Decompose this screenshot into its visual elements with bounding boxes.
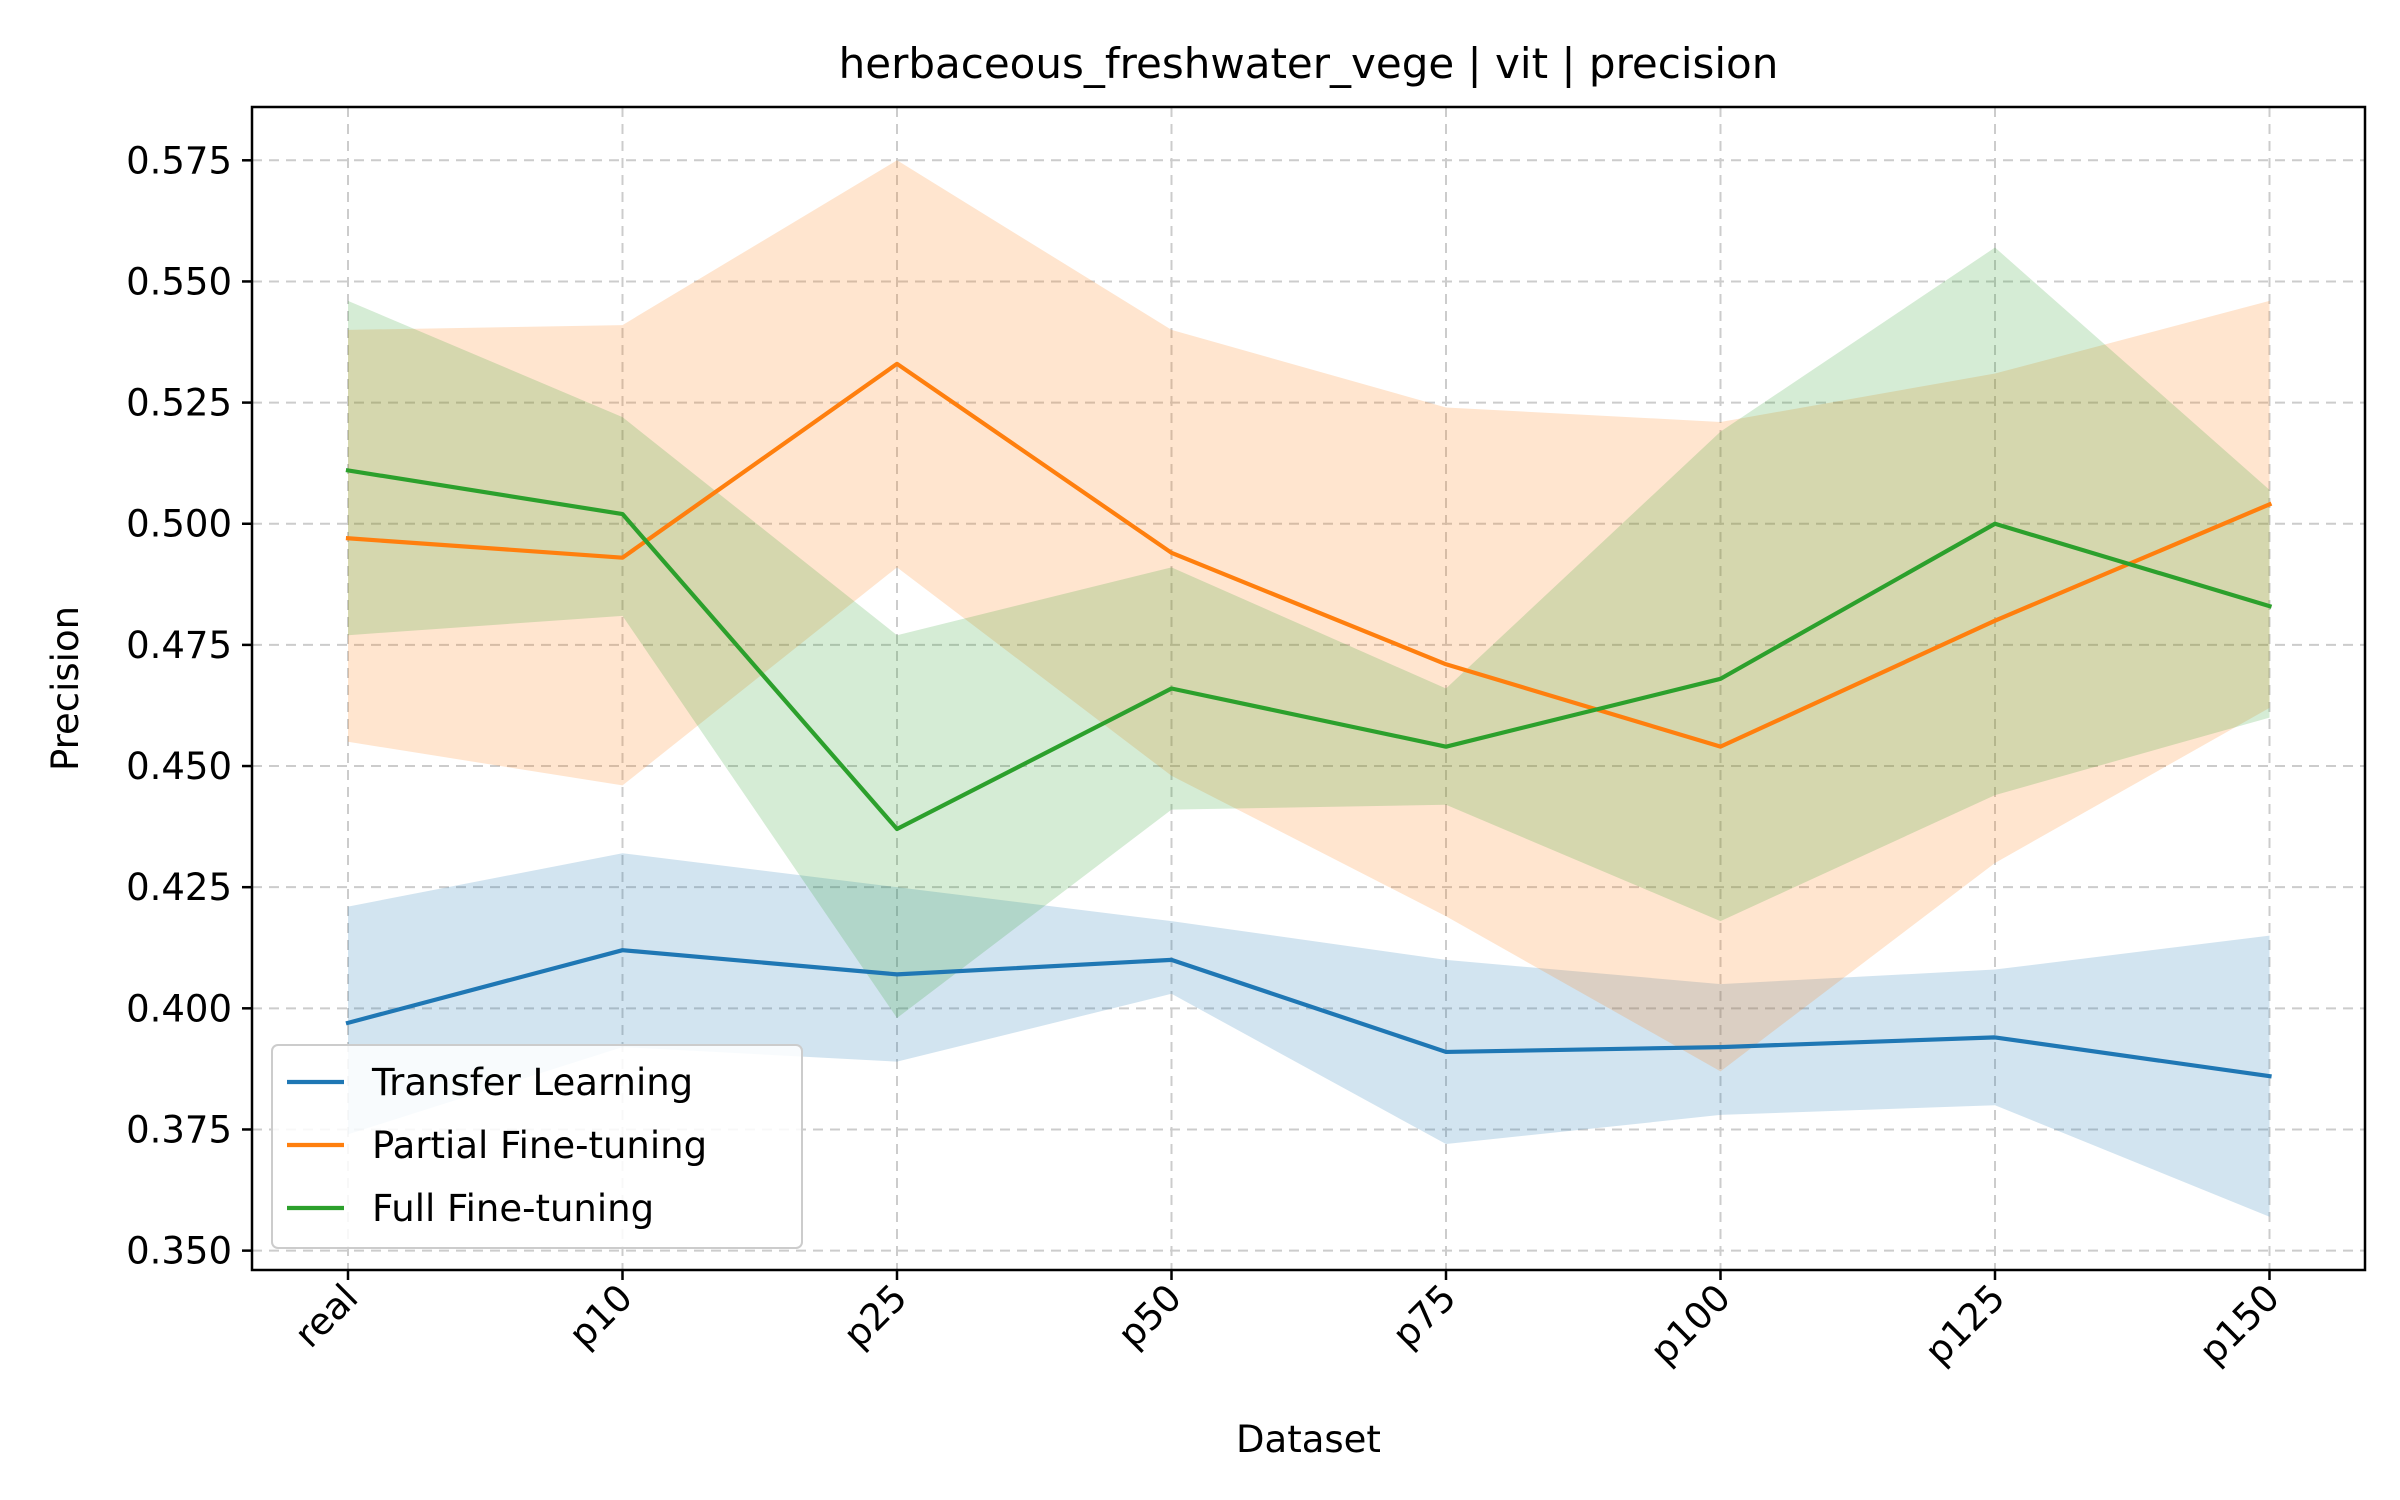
y-tick-label: 0.450 bbox=[126, 745, 232, 788]
y-tick-label: 0.475 bbox=[126, 624, 232, 667]
x-axis-title: Dataset bbox=[1236, 1418, 1381, 1461]
series-lines bbox=[345, 361, 2273, 1079]
series-line bbox=[345, 468, 2273, 832]
legend: Transfer Learning Partial Fine-tuning Full… bbox=[271, 1044, 803, 1249]
confidence-band bbox=[348, 160, 2270, 1072]
legend-label: Transfer Learning bbox=[371, 1061, 693, 1104]
y-tick-label: 0.350 bbox=[126, 1230, 232, 1273]
legend-label: Full Fine-tuning bbox=[372, 1187, 654, 1230]
chart-title: herbaceous_freshwater_vege | vit | preci… bbox=[839, 39, 1779, 88]
gridlines bbox=[252, 107, 2365, 1270]
y-tick-label: 0.550 bbox=[126, 260, 232, 303]
y-tick-label: 0.500 bbox=[126, 503, 232, 546]
y-axis-title: Precision bbox=[44, 606, 87, 771]
y-tick-label: 0.375 bbox=[126, 1108, 232, 1151]
y-tick-label: 0.575 bbox=[126, 139, 232, 182]
confidence-band bbox=[348, 853, 2270, 1217]
confidence-bands bbox=[348, 160, 2270, 1217]
plot-frame bbox=[250, 105, 2367, 1272]
y-tick-label: 0.400 bbox=[126, 987, 232, 1030]
y-tick-label: 0.425 bbox=[126, 866, 232, 909]
legend-label: Partial Fine-tuning bbox=[372, 1124, 707, 1167]
legend-box bbox=[271, 1044, 803, 1249]
series-line bbox=[345, 948, 2272, 1079]
y-tick-label: 0.525 bbox=[126, 382, 232, 425]
series-line bbox=[345, 361, 2273, 749]
confidence-band bbox=[348, 247, 2270, 1019]
